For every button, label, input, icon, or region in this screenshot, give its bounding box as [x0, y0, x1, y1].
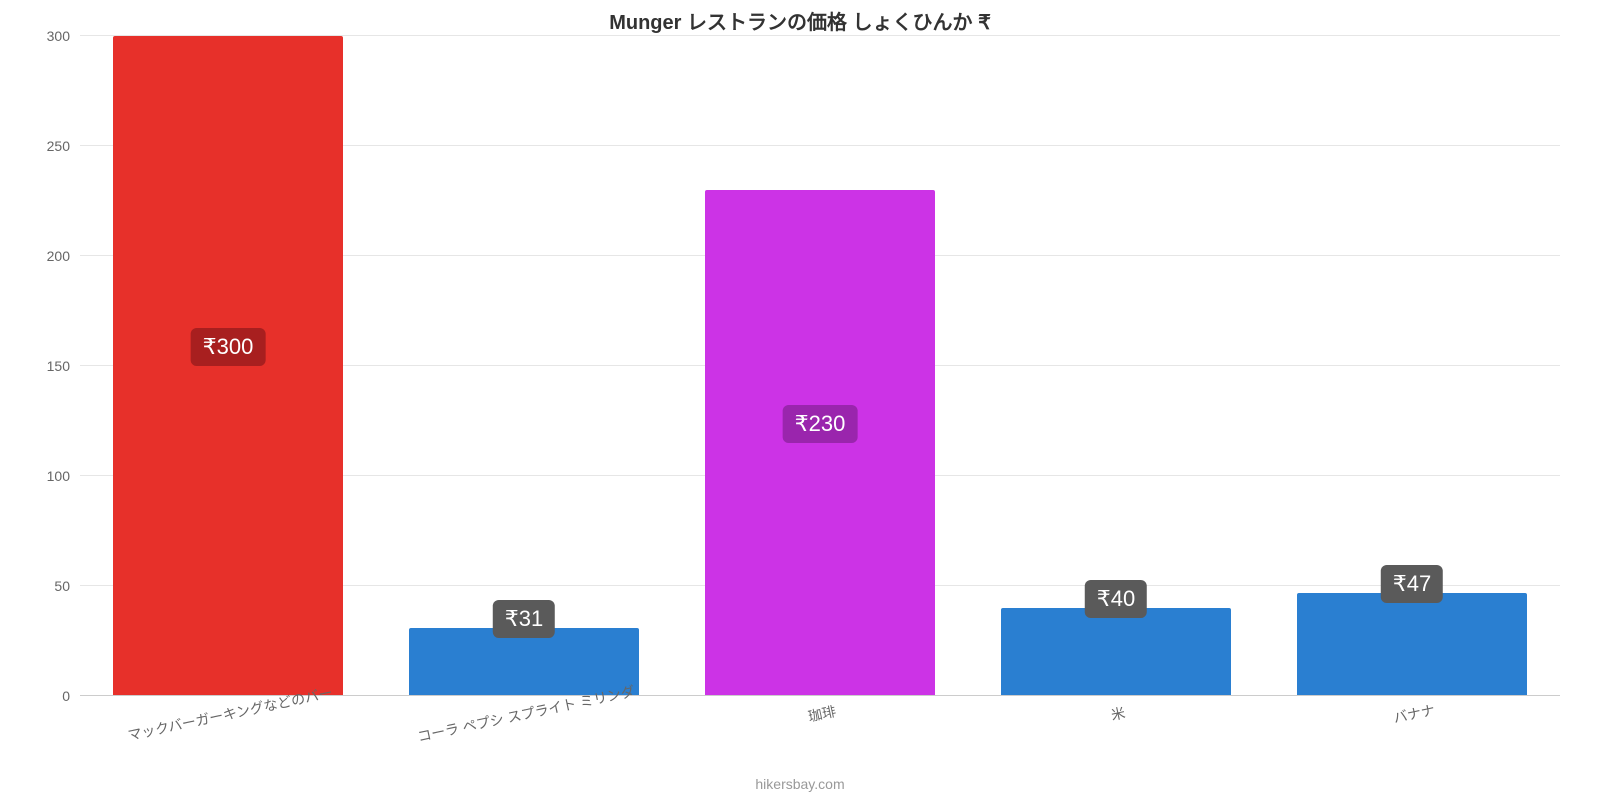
bar-value-label: ₹31	[493, 600, 555, 638]
y-tick-label: 250	[47, 138, 80, 154]
x-tick-label: 珈琲	[806, 701, 838, 726]
chart-title: Munger レストランの価格 しょくひんか ₹	[0, 6, 1600, 35]
y-tick-label: 0	[62, 688, 80, 704]
y-tick-label: 300	[47, 28, 80, 44]
y-tick-label: 50	[54, 578, 80, 594]
bar	[1001, 608, 1232, 696]
plot-area: ₹300₹31₹230₹40₹47 マックバーガーキングなどのバーコーラ ペプシ…	[80, 36, 1560, 696]
y-tick-label: 100	[47, 468, 80, 484]
y-tick-label: 200	[47, 248, 80, 264]
x-tick-label: 米	[1109, 703, 1127, 725]
x-tick-label: バナナ	[1391, 700, 1436, 728]
bar	[1297, 593, 1528, 696]
bar-value-label: ₹300	[191, 328, 266, 366]
price-bar-chart: Munger レストランの価格 しょくひんか ₹ ₹300₹31₹230₹40₹…	[0, 0, 1600, 800]
bar	[705, 190, 936, 696]
bar	[113, 36, 344, 696]
bar-value-label: ₹40	[1085, 580, 1147, 618]
bars-layer: ₹300 ₹31 ₹230 ₹40 ₹47	[80, 36, 1560, 696]
bar-value-label: ₹47	[1381, 565, 1443, 603]
y-tick-label: 150	[47, 358, 80, 374]
chart-credit: hikersbay.com	[0, 776, 1600, 792]
bar-value-label: ₹230	[783, 405, 858, 443]
